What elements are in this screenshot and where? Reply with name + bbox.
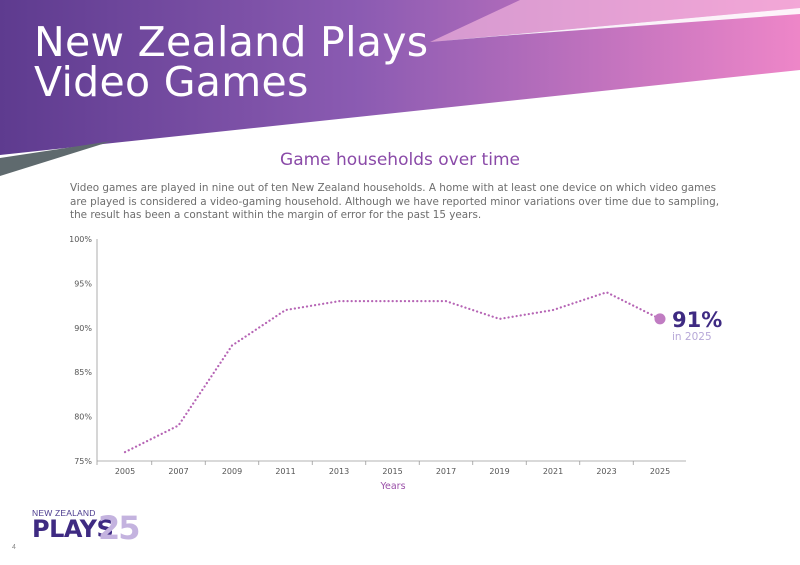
x-tick-label: 2011 <box>275 467 295 476</box>
chart-title: Game households over time <box>280 150 520 170</box>
page-title: New Zealand Plays Video Games <box>34 18 429 106</box>
x-axis-label: Years <box>379 481 405 492</box>
x-tick-label: 2019 <box>489 467 509 476</box>
x-tick-label: 2015 <box>382 467 402 476</box>
x-tick-label: 2025 <box>650 467 670 476</box>
banner-shape <box>0 0 800 155</box>
latest-value-marker <box>654 313 666 325</box>
y-tick-label: 85% <box>74 368 92 377</box>
logo-small-text: NEW ZEALAND <box>32 508 96 518</box>
y-tick-label: 90% <box>74 324 92 333</box>
highlight-value: 91% <box>672 308 723 332</box>
y-tick-label: 100% <box>69 235 92 244</box>
banner-highlight-stripe <box>430 0 800 42</box>
page-number: 4 <box>12 544 16 551</box>
logo: NEW ZEALAND PLAYS 25 <box>32 508 152 550</box>
series-line <box>123 291 662 454</box>
chart-series <box>123 291 666 454</box>
banner-white-stripe <box>430 8 800 42</box>
x-axis: 2005 2007 2009 2011 2013 2015 2017 2019 2021 2023… <box>96 460 686 476</box>
logo-wordmark: PLAYS <box>32 515 114 543</box>
header-banner <box>0 0 800 176</box>
y-tick-label: 75% <box>74 457 92 466</box>
x-tick-label: 2009 <box>222 467 242 476</box>
banner-grey-stripe <box>0 141 112 176</box>
x-tick-label: 2023 <box>596 467 616 476</box>
x-tick-label: 2005 <box>115 467 135 476</box>
intro-paragraph: Video games are played in nine out of te… <box>70 182 719 221</box>
y-axis: 75% 80% 85% 90% 95% 100% <box>69 235 98 466</box>
x-tick-label: 2021 <box>543 467 563 476</box>
line-chart: 75% 80% 85% 90% 95% 100% 2005 2007 2009 2011 2013… <box>69 235 686 492</box>
x-tick-label: 2013 <box>329 467 349 476</box>
page-title-line-1: New Zealand Plays <box>34 18 429 66</box>
page-title-line-2: Video Games <box>34 58 309 106</box>
x-tick-label: 2007 <box>168 467 188 476</box>
highlight-label: in 2025 <box>672 331 712 343</box>
x-tick-label: 2017 <box>436 467 456 476</box>
logo-number: 25 <box>98 509 141 547</box>
y-tick-label: 80% <box>74 413 92 422</box>
y-tick-label: 95% <box>74 279 92 288</box>
